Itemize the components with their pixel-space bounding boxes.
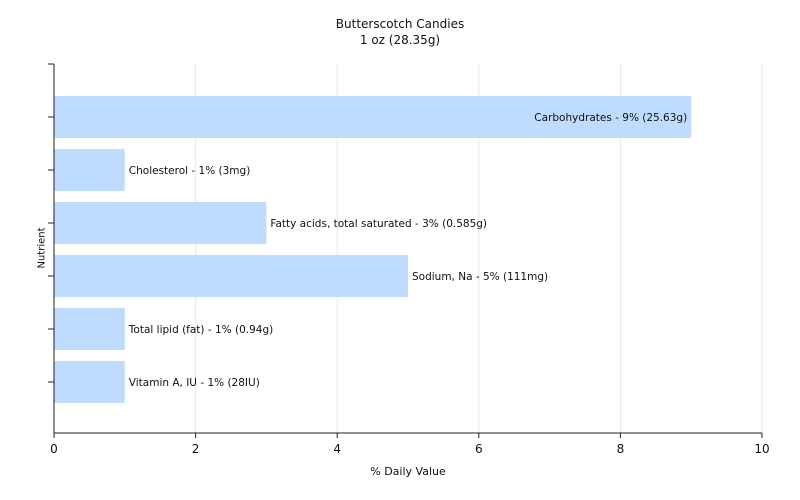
y-axis-label: Nutrient bbox=[36, 227, 48, 269]
x-tick-label: 6 bbox=[475, 442, 483, 456]
bar-label: Cholesterol - 1% (3mg) bbox=[129, 165, 251, 177]
chart-subtitle: 1 oz (28.35g) bbox=[359, 33, 441, 47]
bar bbox=[54, 202, 267, 244]
x-tick-label: 10 bbox=[754, 442, 769, 456]
bar-label: Sodium, Na - 5% (111mg) bbox=[412, 271, 548, 283]
bar-label: Total lipid (fat) - 1% (0.94g) bbox=[128, 324, 273, 336]
bar bbox=[54, 308, 125, 350]
bar bbox=[54, 149, 125, 191]
x-axis-label: % Daily Value bbox=[370, 465, 446, 478]
x-tick-label: 2 bbox=[192, 442, 200, 456]
bar-label: Vitamin A, IU - 1% (28IU) bbox=[129, 377, 260, 389]
bar bbox=[54, 255, 408, 297]
x-tick-label: 0 bbox=[50, 442, 58, 456]
bar bbox=[54, 361, 125, 403]
bar bbox=[54, 96, 692, 138]
chart-title: Butterscotch Candies bbox=[335, 17, 465, 31]
bar-label: Carbohydrates - 9% (25.63g) bbox=[534, 112, 687, 124]
x-tick-label: 8 bbox=[617, 442, 625, 456]
x-tick-label: 4 bbox=[333, 442, 341, 456]
bar-label: Fatty acids, total saturated - 3% (0.585… bbox=[270, 218, 487, 230]
